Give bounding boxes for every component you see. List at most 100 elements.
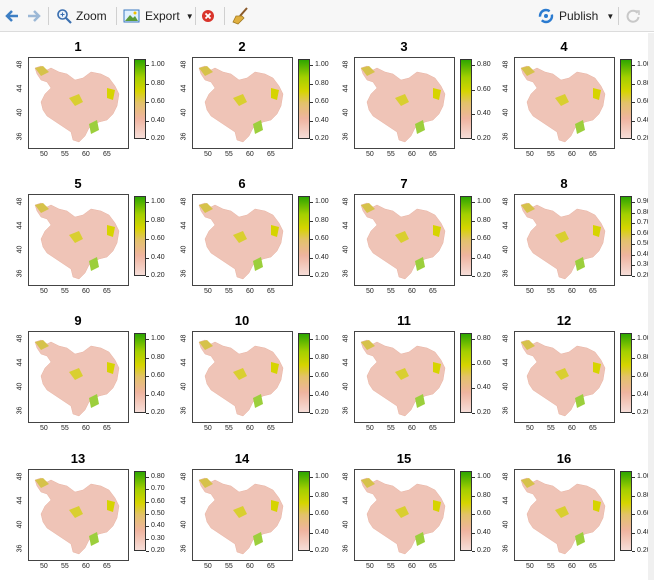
legend-tick <box>632 139 635 140</box>
export-button[interactable]: Export ▼ <box>123 6 194 26</box>
legend-label: 0.20 <box>151 272 165 279</box>
legend-label: 0.60 <box>637 372 651 379</box>
legend-label: 0.80 <box>151 473 165 480</box>
legend-tick <box>310 220 313 222</box>
legend-label: 0.80 <box>637 79 651 87</box>
publish-button[interactable]: Publish ▼ <box>538 6 614 26</box>
zoom-button[interactable]: Zoom <box>56 6 107 26</box>
refresh-button[interactable] <box>625 6 641 26</box>
legend-label: 0.40 <box>477 384 491 392</box>
legend-tick <box>146 526 149 528</box>
legend-tick <box>146 339 149 340</box>
legend-tick <box>310 394 313 396</box>
legend-tick <box>632 202 635 203</box>
remove-plot-button[interactable] <box>201 6 215 26</box>
legend-label: 0.40 <box>637 528 651 536</box>
y-tick-label: 36 <box>180 269 188 278</box>
y-tick-label: 44 <box>16 221 24 230</box>
x-tick-label: 55 <box>225 151 233 158</box>
legend-label: 1.00 <box>315 473 329 480</box>
legend-tick <box>632 357 635 359</box>
legend-tick <box>146 538 149 540</box>
x-tick-label: 50 <box>366 288 374 295</box>
legend-label: 0.80 <box>477 491 491 499</box>
legend-label: 0.40 <box>477 110 491 118</box>
legend-label: 0.40 <box>151 253 165 261</box>
legend-tick <box>632 413 635 414</box>
legend-tick <box>632 276 635 277</box>
x-tick-label: 50 <box>204 151 212 158</box>
y-tick-label: 44 <box>502 496 510 505</box>
map-panel <box>28 331 129 423</box>
legend-tick <box>472 139 475 140</box>
legend-label: 1.00 <box>477 473 491 480</box>
map-panel <box>514 194 615 286</box>
y-tick-label: 40 <box>342 520 350 529</box>
legend-label: 0.80 <box>151 79 165 87</box>
x-tick-label: 60 <box>246 288 254 295</box>
chevron-down-icon: ▼ <box>606 11 615 21</box>
legend-tick <box>310 83 313 85</box>
y-tick-label: 48 <box>16 60 24 69</box>
x-tick-label: 60 <box>246 151 254 158</box>
left-arrow-icon[interactable] <box>4 6 20 26</box>
x-tick-label: 65 <box>103 288 111 295</box>
x-tick-label: 55 <box>387 288 395 295</box>
legend-label: 0.40 <box>637 116 651 124</box>
x-tick-label: 50 <box>526 151 534 158</box>
color-legend-bar <box>298 59 310 139</box>
vertical-scrollbar[interactable] <box>648 33 654 580</box>
plot-title: 7 <box>400 176 408 191</box>
legend-tick <box>310 257 313 259</box>
plot-title: 2 <box>238 39 246 54</box>
legend-tick <box>632 477 635 478</box>
y-tick-label: 36 <box>16 544 24 553</box>
plot-title: 9 <box>74 313 82 328</box>
x-tick-label: 50 <box>40 563 48 570</box>
y-tick-label: 40 <box>342 108 350 117</box>
y-tick-label: 40 <box>16 108 24 117</box>
legend-tick <box>146 257 149 259</box>
x-tick-label: 60 <box>568 425 576 432</box>
x-tick-label: 50 <box>204 288 212 295</box>
x-tick-label: 60 <box>246 563 254 570</box>
plot-title: 15 <box>396 451 412 466</box>
legend-label: 0.80 <box>151 353 165 361</box>
y-tick-label: 36 <box>502 544 510 553</box>
legend-tick <box>146 220 149 222</box>
legend-tick <box>632 265 635 267</box>
y-tick-label: 44 <box>342 84 350 93</box>
x-tick-label: 60 <box>408 425 416 432</box>
legend-label: 0.20 <box>477 547 491 554</box>
y-tick-label: 48 <box>180 334 188 343</box>
legend-tick <box>632 532 635 534</box>
legend-label: 0.20 <box>477 135 491 142</box>
legend-tick <box>472 220 475 222</box>
legend-label: 0.70 <box>637 219 651 227</box>
legend-tick <box>472 239 475 240</box>
legend-tick <box>310 202 313 203</box>
y-tick-label: 44 <box>180 221 188 230</box>
color-legend-bar <box>620 471 632 551</box>
legend-tick <box>146 551 149 552</box>
legend-label: 0.60 <box>477 510 491 517</box>
x-tick-label: 60 <box>408 563 416 570</box>
legend-label: 1.00 <box>315 198 329 205</box>
legend-label: 0.20 <box>315 272 329 279</box>
x-tick-label: 50 <box>40 425 48 432</box>
map-panel <box>514 331 615 423</box>
color-legend-bar <box>298 333 310 413</box>
zoom-label: Zoom <box>76 9 107 23</box>
y-tick-label: 48 <box>342 472 350 481</box>
plot-grid: 1 50 55 60 65 36 40 44 48 1.00 0.80 0.60 0.40 0.20 2 50… <box>0 33 654 580</box>
x-tick-label: 65 <box>267 151 275 158</box>
legend-label: 0.40 <box>637 250 651 258</box>
y-tick-label: 40 <box>180 382 188 391</box>
clear-plots-button[interactable] <box>232 6 250 26</box>
y-tick-label: 40 <box>502 245 510 254</box>
x-tick-label: 55 <box>547 151 555 158</box>
legend-label: 0.40 <box>151 390 165 398</box>
legend-label: 0.40 <box>637 390 651 398</box>
right-arrow-icon[interactable] <box>26 6 42 26</box>
legend-tick <box>472 339 475 340</box>
